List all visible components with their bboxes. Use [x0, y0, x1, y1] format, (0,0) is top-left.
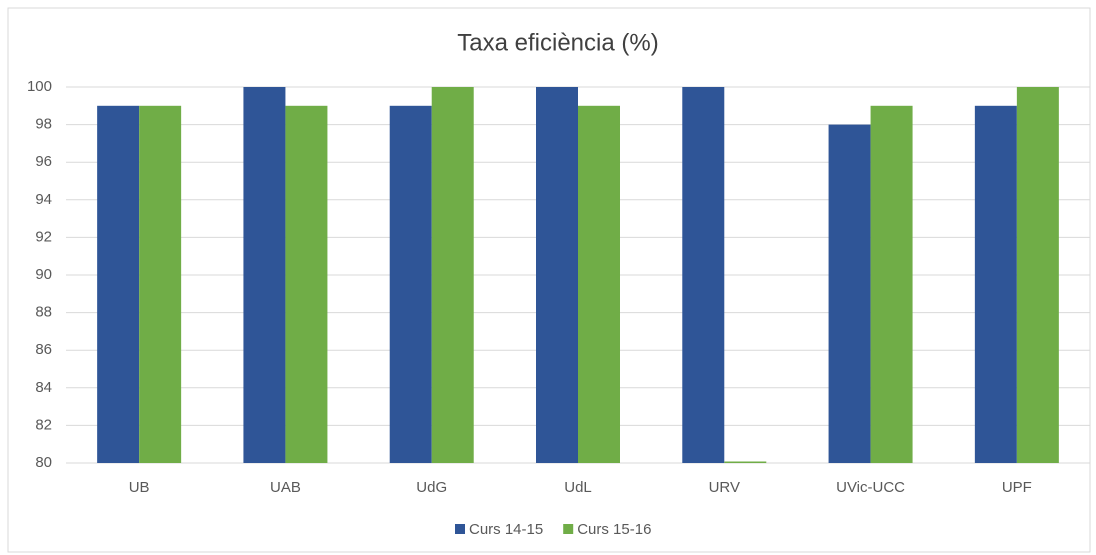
x-tick-label: URV [709, 479, 740, 496]
x-tick-label: UPF [1002, 479, 1032, 496]
legend-swatch [563, 524, 574, 534]
y-tick-label: 88 [35, 304, 52, 321]
y-tick-label: 84 [35, 379, 52, 396]
bar [578, 105, 620, 464]
bar [431, 87, 474, 463]
x-tick-label: UdG [416, 479, 447, 496]
bar [285, 105, 328, 464]
bar [828, 124, 871, 463]
bar [870, 105, 913, 464]
bar [97, 105, 140, 464]
x-tick-label: UVic-UCC [836, 479, 905, 496]
x-tick-label: UB [129, 479, 150, 496]
legend-label: Curs 14-15 [469, 521, 543, 538]
bar [724, 461, 767, 463]
y-tick-label: 80 [35, 454, 52, 471]
y-tick-label: 96 [35, 153, 52, 170]
y-tick-label: 92 [35, 228, 52, 245]
bar [243, 87, 286, 463]
bar [1016, 87, 1059, 463]
y-tick-label: 86 [35, 341, 52, 358]
x-tick-label: UdL [564, 479, 592, 496]
bar [389, 105, 432, 464]
bar [139, 105, 182, 464]
bar [682, 87, 725, 463]
y-tick-label: 98 [35, 116, 52, 133]
x-tick-label: UAB [270, 479, 301, 496]
y-tick-label: 100 [27, 78, 52, 95]
y-tick-label: 94 [35, 191, 52, 208]
legend-swatch [455, 524, 465, 534]
y-tick-label: 82 [35, 416, 52, 433]
chart-title: Taxa eficiència (%) [457, 29, 658, 56]
legend-label: Curs 15-16 [577, 521, 651, 538]
bar [536, 87, 578, 463]
bar [974, 105, 1017, 464]
y-tick-label: 90 [35, 266, 52, 283]
